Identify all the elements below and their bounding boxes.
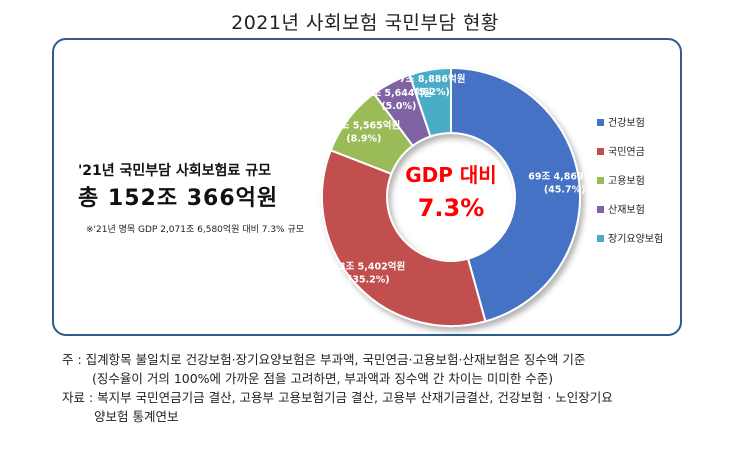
summary-total: 총 152조 366억원 (78, 186, 279, 211)
source-line-1: 자료 : 복지부 국민연금기금 결산, 고용부 고용보험기금 결산, 고용부 산… (62, 390, 613, 405)
slice-percent-label: (45.7%) (544, 185, 586, 196)
footnotes: 주 : 집계항목 불일치로 건강보험·장기요양보험은 부과액, 국민연금·고용보… (62, 350, 613, 426)
legend-swatch (597, 235, 604, 242)
legend-label: 장기요양보험 (608, 233, 663, 245)
slice-percent-label: (35.2%) (348, 274, 390, 285)
legend-swatch (597, 119, 604, 126)
source-line-2: 양보험 통계연보 (94, 409, 179, 424)
chart-title: 2021년 사회보험 국민부담 현황 (231, 12, 499, 34)
slice-amount-label: 69조 4,869억원 (528, 171, 601, 183)
slice-1 (450, 66, 581, 323)
legend-label: 건강보험 (608, 117, 645, 129)
legend-label: 고용보험 (608, 175, 645, 187)
slice-amount-label: 13조 5,565억원 (327, 120, 400, 132)
slice-percent-label: (5.0%) (381, 101, 416, 112)
center-value: 7.3% (418, 194, 485, 222)
legend-swatch (597, 148, 604, 155)
summary-note: ※'21년 명목 GDP 2,071조 6,580억원 대비 7.3% 규모 (86, 225, 305, 235)
slice-2 (321, 148, 487, 327)
summary-heading: '21년 국민부담 사회보험료 규모 (78, 163, 271, 179)
slice-amount-label: 53조 5,402억원 (332, 260, 405, 272)
center-label: GDP 대비 (405, 163, 496, 187)
note-line-2: (징수율이 거의 100%에 가까운 점을 고려하면, 부과액과 징수액 간 차… (92, 371, 554, 386)
legend-swatch (597, 177, 604, 184)
slice-percent-label: (8.9%) (346, 134, 381, 145)
slice-5 (408, 66, 452, 138)
slice-percent-label: (5.2%) (415, 87, 450, 98)
slice-amount-label: 7조 8,886억원 (399, 73, 465, 85)
note-line-1: 주 : 집계항목 불일치로 건강보험·장기요양보험은 부과액, 국민연금·고용보… (62, 352, 586, 367)
legend-label: 국민연금 (608, 146, 645, 158)
legend-swatch (597, 206, 604, 213)
legend-label: 산재보험 (608, 204, 645, 216)
slice-amount-label: 7조 5,644억원 (366, 87, 432, 99)
